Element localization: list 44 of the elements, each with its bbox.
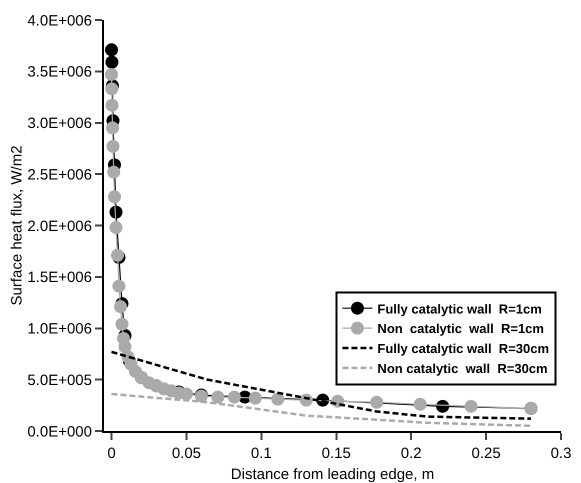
point	[370, 396, 384, 409]
point	[248, 392, 262, 405]
point	[106, 140, 120, 153]
y-tick-label: 1.5E+006	[27, 269, 92, 286]
point	[107, 166, 120, 179]
point	[228, 390, 241, 404]
point	[115, 318, 128, 331]
point	[271, 392, 284, 406]
point	[104, 68, 118, 81]
y-tick-label: 2.5E+006	[27, 166, 92, 184]
point	[464, 400, 478, 413]
point	[118, 340, 132, 354]
y-tick-label: 3.5E+006	[27, 64, 92, 81]
legend-label: Non catalytic wall R=30cm	[377, 360, 548, 376]
x-tick-label: 0.05	[172, 445, 202, 462]
point	[180, 388, 193, 401]
point	[104, 43, 118, 56]
point	[211, 390, 224, 404]
x-tick-label: 0.3	[550, 445, 572, 462]
y-tick-label: 1.0E+006	[27, 320, 92, 338]
x-tick-label: 0.2	[400, 445, 422, 462]
y-tick-label: 3.0E+006	[27, 115, 92, 132]
x-tick-label: 0.15	[322, 445, 351, 462]
point	[114, 300, 127, 314]
point	[106, 98, 119, 112]
y-tick-label: 0.0E+000	[27, 423, 92, 440]
y-tick-label: 5.0E+005	[27, 372, 92, 389]
point	[105, 56, 118, 69]
x-tick-label: 0.25	[471, 445, 501, 462]
point	[414, 398, 427, 411]
point	[112, 280, 126, 293]
legend-label: Non catalytic wall R=1cm	[377, 321, 544, 336]
x-axis-title: Distance from leading edge, m	[230, 466, 434, 483]
y-tick-label: 2.0E+006	[27, 218, 92, 235]
point	[108, 190, 121, 204]
y-axis-title: Surface heat flux, W/m2	[8, 145, 26, 306]
point	[105, 82, 118, 96]
point	[109, 221, 122, 234]
legend-label: Fully catalytic wall R=30cm	[377, 341, 550, 356]
x-tick-label: 0	[107, 445, 116, 462]
point	[106, 121, 120, 134]
legend-label: Fully catalytic wall R=1cm	[377, 301, 542, 316]
x-tick-label: 0.1	[250, 445, 272, 462]
y-tick-label: 4.0E+006	[27, 12, 92, 30]
